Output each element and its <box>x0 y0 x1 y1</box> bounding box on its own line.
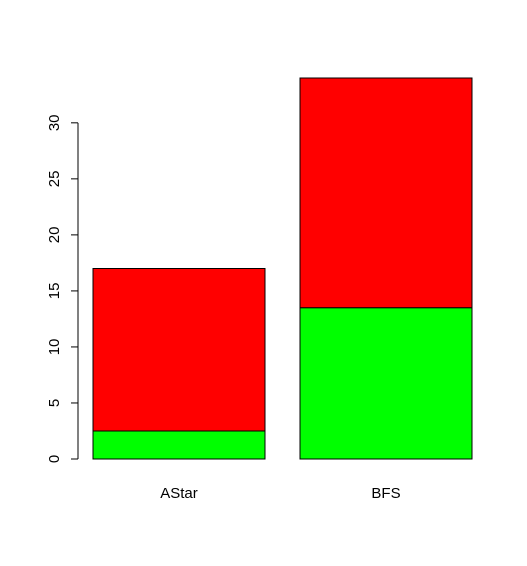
y-tick-label: 25 <box>46 171 63 188</box>
bar-segment-bfs-green <box>299 307 473 460</box>
bar-segment-astar-green <box>92 430 266 460</box>
bars-group <box>92 77 473 460</box>
bar-segment-bfs-red <box>299 77 473 309</box>
y-tick-label: 30 <box>46 114 63 131</box>
bar-segment-astar-red <box>92 268 266 432</box>
y-tick-label: 20 <box>46 227 63 244</box>
x-tick-label: AStar <box>160 485 198 502</box>
y-tick-label: 5 <box>46 399 63 407</box>
y-tick-label: 15 <box>46 283 63 300</box>
y-tick-label: 0 <box>46 455 63 463</box>
y-tick-label: 10 <box>46 339 63 356</box>
x-tick-label: BFS <box>371 485 400 502</box>
y-axis: 0 5 10 15 20 25 30 <box>46 114 79 463</box>
x-axis-labels: AStar BFS <box>160 485 400 502</box>
